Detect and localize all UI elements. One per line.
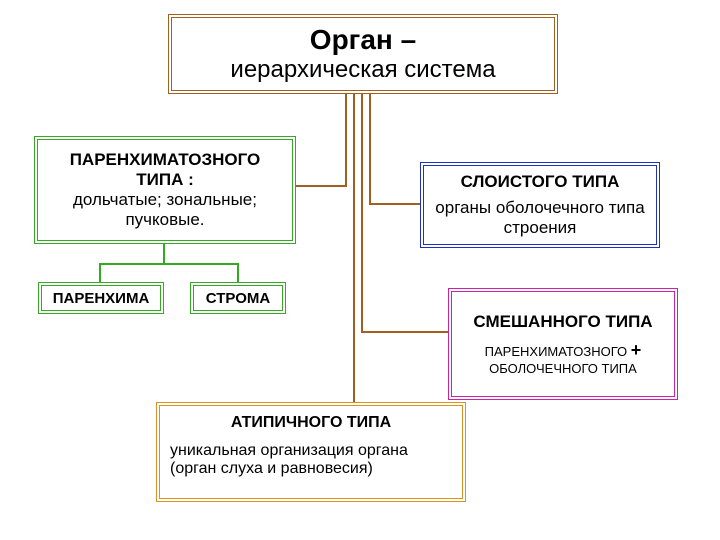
parenchymal-line3: дольчатые; зональные; xyxy=(73,190,257,210)
mixed-line2: ПАРЕНХИМАТОЗНОГО + ОБОЛОЧЕЧНОГО ТИПА xyxy=(462,340,664,376)
mixed-txt2: ПАРЕНХИМАТОЗНОГО xyxy=(485,344,628,359)
parenchyma-label: ПАРЕНХИМА xyxy=(53,290,150,307)
atypical-line2: уникальная организация органа (орган слу… xyxy=(170,442,452,478)
node-mixed-type: СМЕШАННОГО ТИПА ПАРЕНХИМАТОЗНОГО + ОБОЛО… xyxy=(448,288,678,400)
node-atypical-type: АТИПИЧНОГО ТИПА уникальная организация о… xyxy=(156,402,466,502)
parenchymal-line2: ТИПА : xyxy=(136,170,193,190)
parenchymal-line4: пучковые. xyxy=(125,210,204,230)
parenchymal-line1: ПАРЕНХИМАТОЗНОГО xyxy=(70,150,261,170)
mixed-plus: + xyxy=(631,340,642,360)
title-line2: иерархическая система xyxy=(230,56,495,84)
title-box: Орган – иерархическая система xyxy=(168,14,558,94)
node-layered-type: СЛОИСТОГО ТИПА органы оболочечного типа … xyxy=(420,162,660,248)
node-parenchymal-type: ПАРЕНХИМАТОЗНОГО ТИПА : дольчатые; зонал… xyxy=(34,136,296,244)
mixed-line1: СМЕШАННОГО ТИПА xyxy=(473,312,652,332)
layered-line1: СЛОИСТОГО ТИПА xyxy=(461,172,620,192)
title-line1: Орган – xyxy=(310,24,416,56)
node-parenchyma: ПАРЕНХИМА xyxy=(38,282,164,314)
mixed-txt4: ОБОЛОЧЕЧНОГО ТИПА xyxy=(489,361,637,376)
node-stroma: СТРОМА xyxy=(190,282,286,314)
atypical-line1: АТИПИЧНОГО ТИПА xyxy=(231,414,391,432)
layered-line2: органы оболочечного типа строения xyxy=(434,198,646,238)
stroma-label: СТРОМА xyxy=(206,290,270,307)
